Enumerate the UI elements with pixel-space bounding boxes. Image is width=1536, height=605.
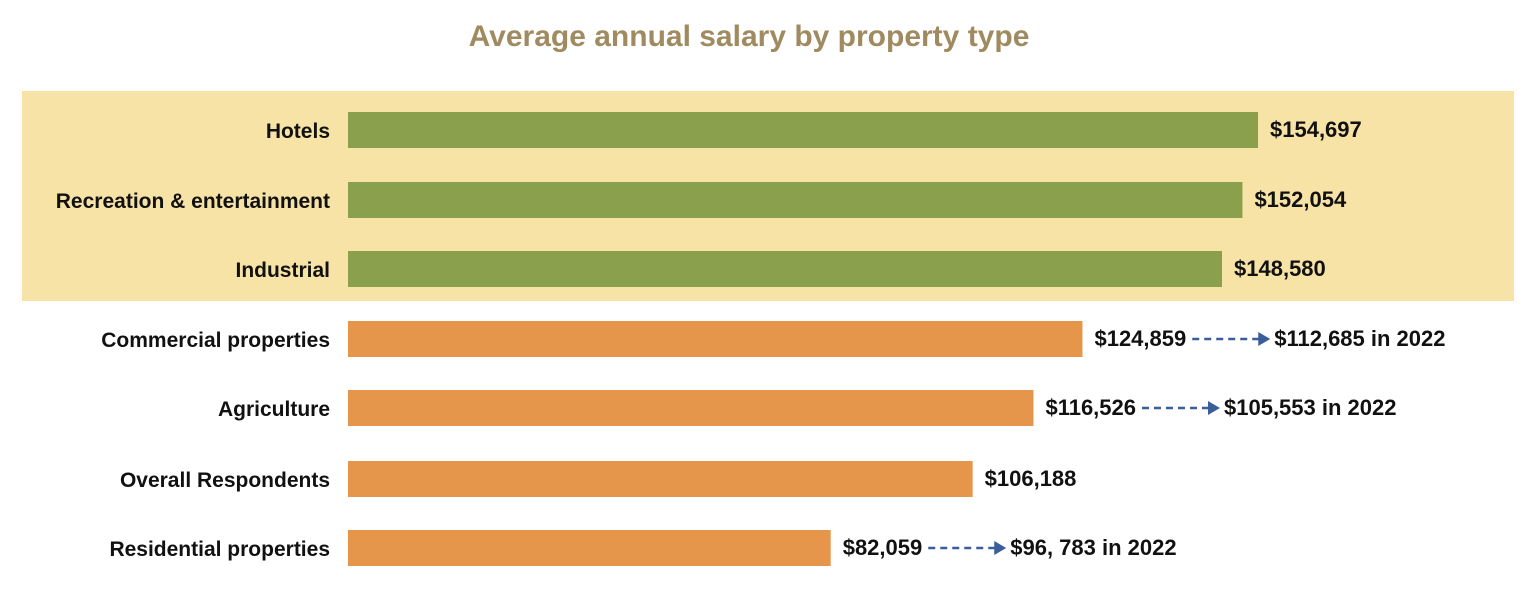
bar [348, 251, 1223, 287]
value-label: $152,054 [1254, 187, 1347, 212]
bar [348, 112, 1258, 148]
bar [348, 461, 973, 497]
value-label: $124,859 [1094, 326, 1186, 351]
comparison-label: $112,685 in 2022 [1274, 326, 1445, 351]
value-label: $106,188 [985, 466, 1077, 491]
comparison-label: $96, 783 in 2022 [1010, 535, 1176, 560]
value-label: $82,059 [843, 535, 923, 560]
value-label: $148,580 [1234, 256, 1326, 281]
category-label: Hotels [266, 120, 330, 143]
chart-title: Average annual salary by property type [469, 20, 1030, 53]
bar [348, 321, 1083, 357]
category-label: Residential properties [109, 538, 330, 561]
comparison-arrow-head [1258, 332, 1271, 346]
category-label: Industrial [235, 259, 330, 282]
category-label: Overall Respondents [120, 469, 330, 492]
bar [348, 182, 1243, 218]
comparison-arrow-head [1208, 401, 1221, 415]
bar [348, 390, 1034, 426]
bar [348, 530, 831, 566]
bars-layer: Hotels $154,697 Recreation & entertainment… [56, 112, 1446, 566]
comparison-label: $105,553 in 2022 [1224, 395, 1396, 420]
category-label: Recreation & entertainment [56, 190, 330, 213]
category-label: Commercial properties [101, 329, 330, 352]
value-label: $154,697 [1270, 117, 1362, 142]
comparison-arrow-head [994, 541, 1007, 555]
value-label: $116,526 [1045, 395, 1136, 420]
category-label: Agriculture [218, 398, 330, 421]
